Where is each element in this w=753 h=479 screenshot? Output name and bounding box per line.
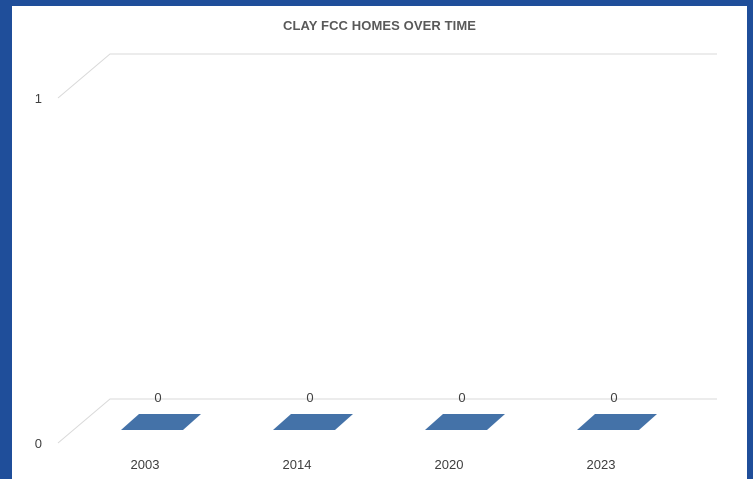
x-tick-label: 2020: [435, 457, 464, 472]
data-label: 0: [610, 390, 617, 405]
bar: [121, 414, 201, 430]
data-label: 0: [306, 390, 313, 405]
x-tick-label: 2003: [131, 457, 160, 472]
bar: [425, 414, 505, 430]
y-tick-label: 0: [35, 436, 42, 451]
data-label: 0: [154, 390, 161, 405]
data-label: 0: [458, 390, 465, 405]
bar: [577, 414, 657, 430]
x-tick-label: 2014: [283, 457, 312, 472]
y-tick-label: 1: [35, 91, 42, 106]
bar: [273, 414, 353, 430]
chart-plot: 0 1 0 2003 0 2014 0 2020 0 2023: [12, 6, 747, 479]
chart-area: CLAY FCC HOMES OVER TIME 0 1 0 2003 0 2014 0 20…: [12, 6, 747, 479]
x-tick-label: 2023: [587, 457, 616, 472]
gridline: [58, 54, 717, 98]
